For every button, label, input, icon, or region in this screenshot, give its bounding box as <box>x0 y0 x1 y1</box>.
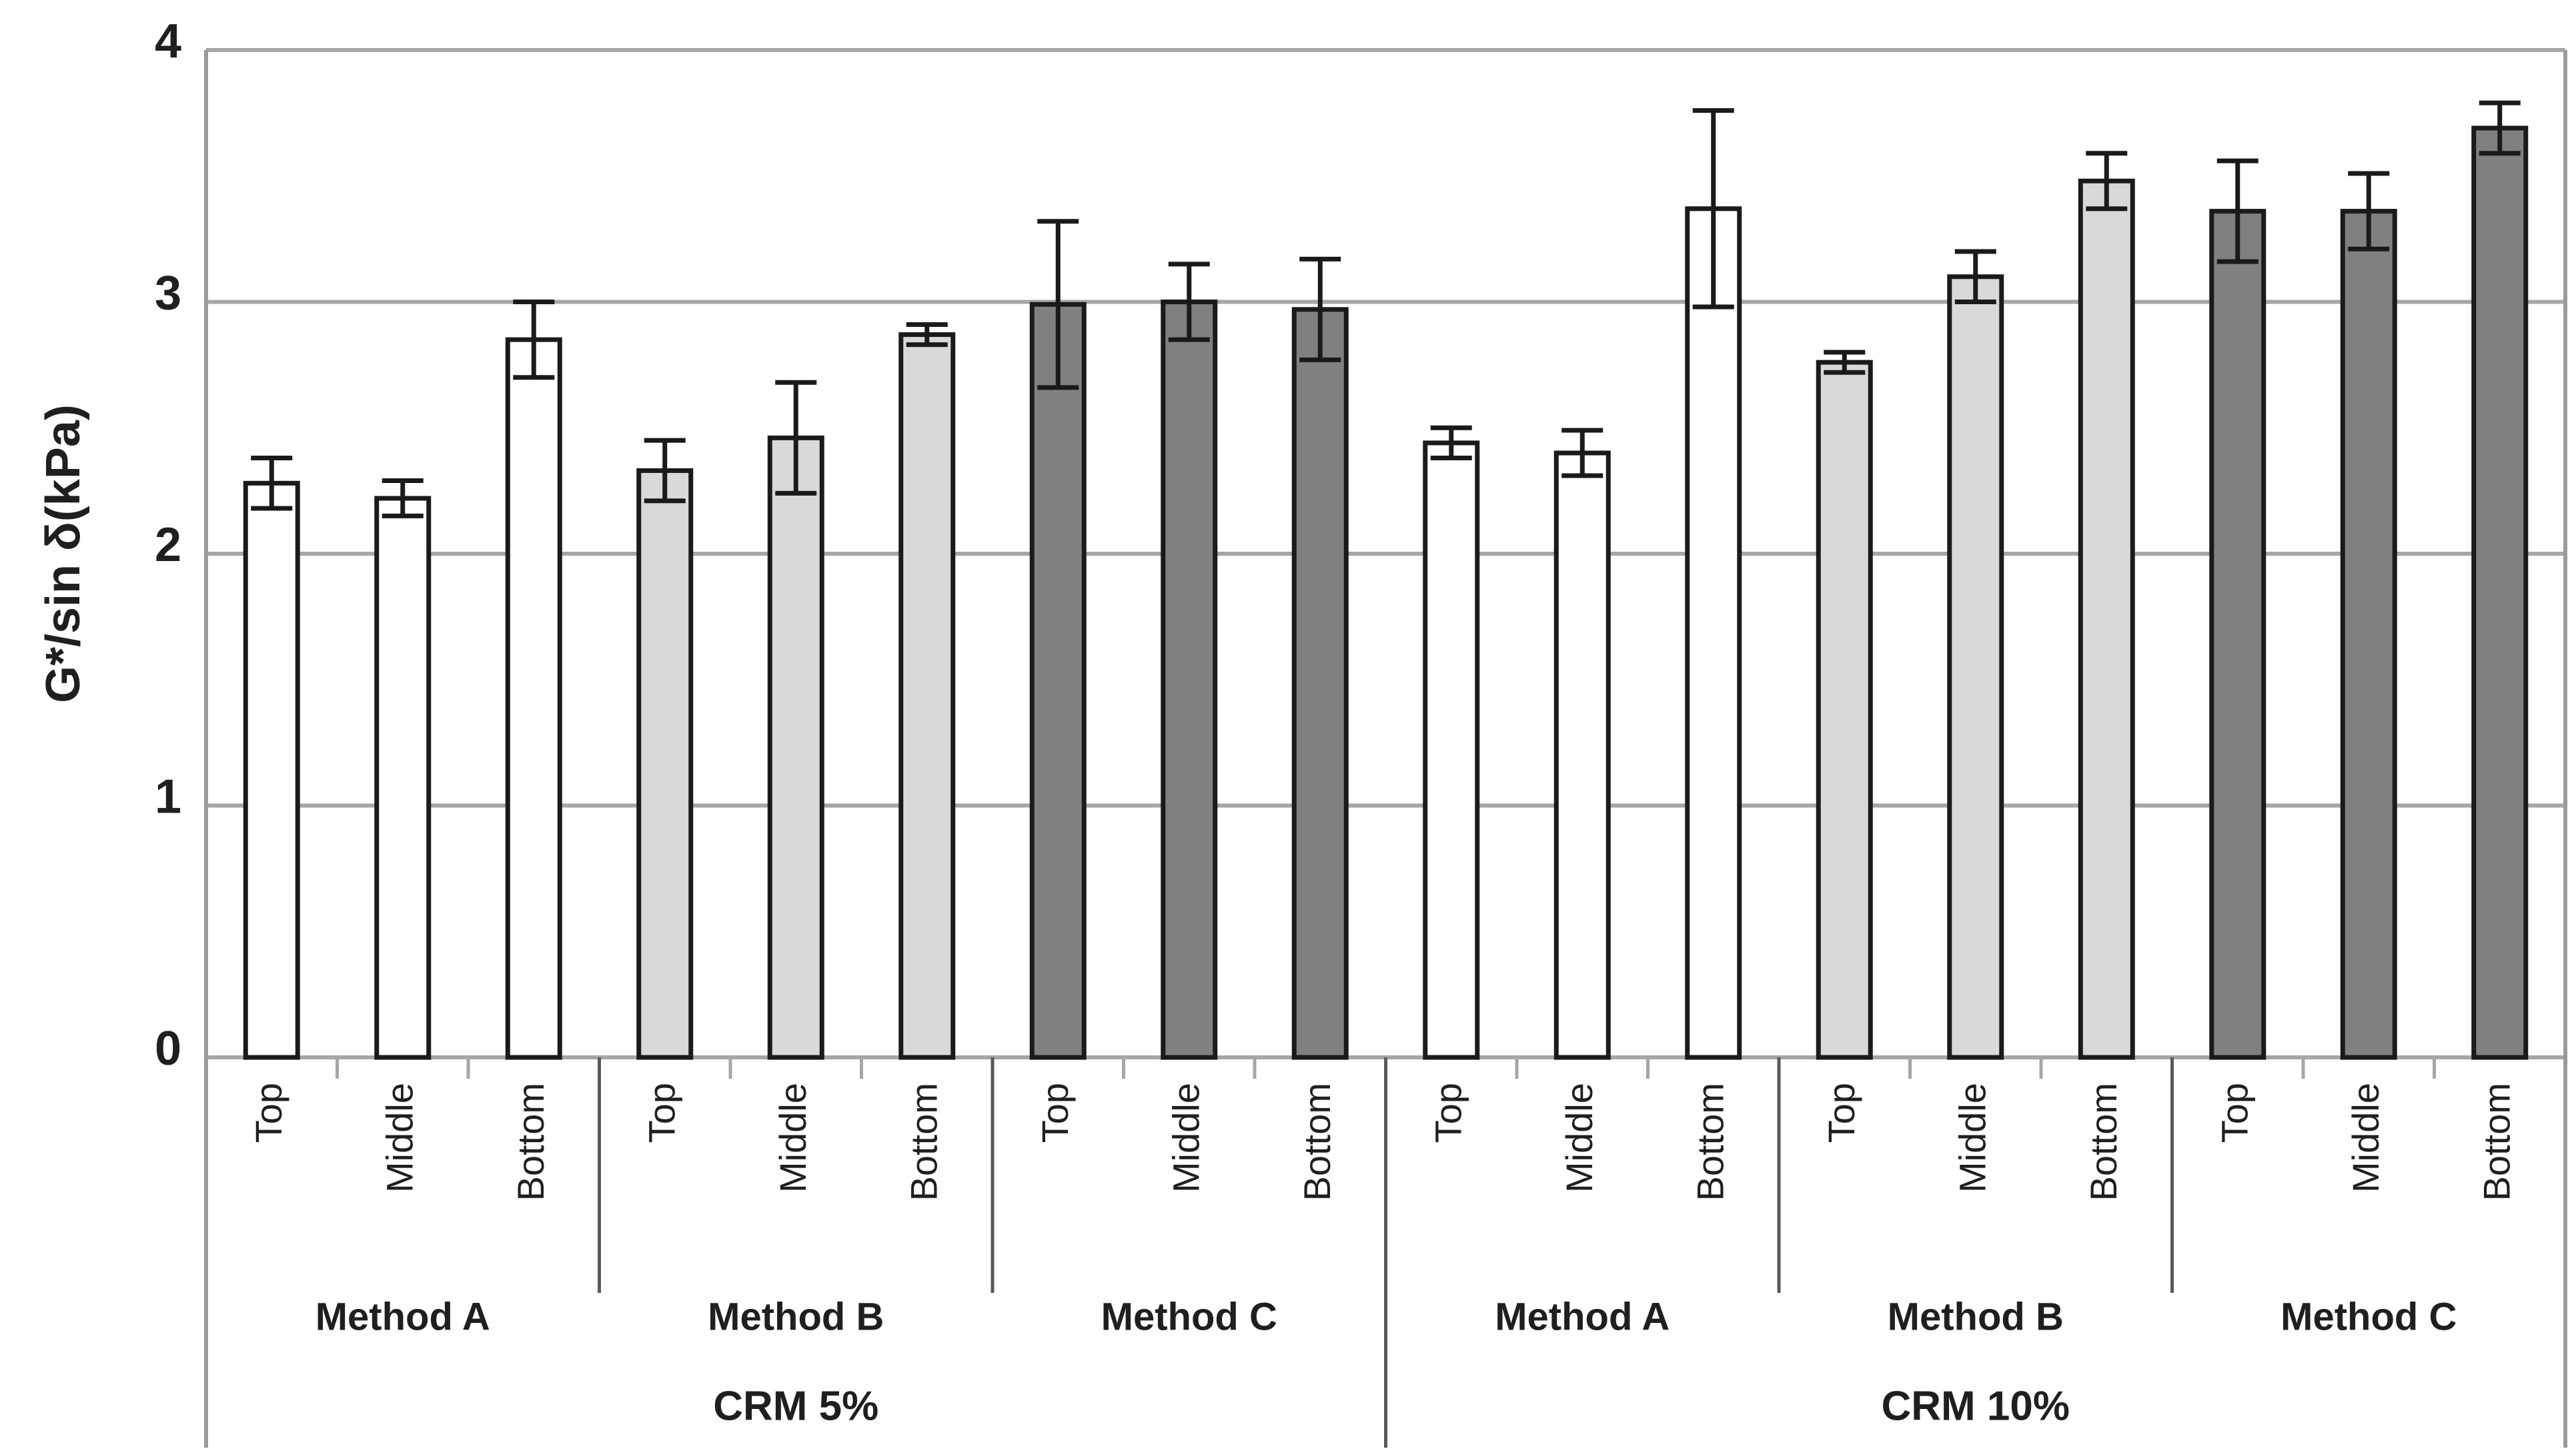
bar-crm-10-method-a-middle <box>1553 450 1611 1060</box>
bar-crm-5-method-c-bottom <box>1291 307 1349 1060</box>
bar-crm-5-method-c-middle <box>1161 300 1218 1060</box>
bar-crm-10-method-b-middle <box>1947 274 2004 1060</box>
method-label-crm-10-method-a: Method A <box>1495 1295 1670 1338</box>
method-label-crm-5-method-a: Method A <box>315 1295 490 1338</box>
method-label-crm-10-method-b: Method B <box>1888 1295 2064 1338</box>
x-label-crm-10-method-b-middle: Middle <box>1952 1083 1994 1193</box>
bar-crm-10-method-b-bottom <box>2078 178 2135 1060</box>
bar-crm-5-method-b-top <box>636 468 694 1060</box>
x-label-crm-10-method-c-top: Top <box>2214 1083 2256 1143</box>
bar-crm-5-method-b-bottom <box>898 332 956 1060</box>
bar-crm-5-method-a-top <box>243 480 300 1060</box>
y-axis-title: G*/sin δ(kPa) <box>37 404 90 703</box>
bar-crm-10-method-a-top <box>1423 440 1480 1060</box>
x-label-crm-5-method-b-middle: Middle <box>772 1083 814 1193</box>
bar-crm-10-method-c-middle <box>2340 209 2397 1060</box>
x-label-crm-10-method-a-middle: Middle <box>1558 1083 1600 1193</box>
bar-crm-5-method-b-middle <box>767 435 824 1060</box>
crm-label-crm-10: CRM 10% <box>1881 1383 2070 1429</box>
x-label-crm-5-method-a-middle: Middle <box>379 1083 421 1193</box>
bar-crm-5-method-c-top <box>1029 302 1087 1060</box>
method-label-crm-10-method-c: Method C <box>2281 1295 2457 1338</box>
x-label-crm-10-method-a-top: Top <box>1427 1083 1469 1143</box>
x-label-crm-10-method-b-bottom: Bottom <box>2082 1083 2124 1201</box>
y-tick-label-3: 3 <box>155 267 181 320</box>
x-label-crm-5-method-b-bottom: Bottom <box>903 1083 945 1201</box>
x-label-crm-10-method-b-top: Top <box>1820 1083 1862 1143</box>
crm-label-crm-5: CRM 5% <box>713 1383 878 1429</box>
y-tick-label-2: 2 <box>155 518 181 572</box>
x-label-crm-10-method-c-bottom: Bottom <box>2476 1083 2518 1201</box>
bar-crm-10-method-c-top <box>2209 209 2267 1060</box>
bar-crm-10-method-b-top <box>1816 360 1873 1060</box>
method-label-crm-5-method-c: Method C <box>1101 1295 1277 1338</box>
x-label-crm-5-method-c-middle: Middle <box>1165 1083 1207 1193</box>
x-label-crm-5-method-a-top: Top <box>247 1083 289 1143</box>
method-label-crm-5-method-b: Method B <box>708 1295 884 1338</box>
x-label-crm-5-method-b-top: Top <box>641 1083 683 1143</box>
x-label-crm-10-method-c-middle: Middle <box>2345 1083 2387 1193</box>
bar-crm-5-method-a-middle <box>374 496 432 1060</box>
bar-crm-5-method-a-bottom <box>505 337 562 1060</box>
x-label-crm-5-method-c-bottom: Bottom <box>1296 1083 1338 1201</box>
y-tick-label-0: 0 <box>155 1022 181 1075</box>
x-label-crm-10-method-a-bottom: Bottom <box>1690 1083 1732 1201</box>
bar-crm-10-method-a-bottom <box>1685 206 1742 1060</box>
y-tick-label-1: 1 <box>155 771 181 824</box>
x-label-crm-5-method-a-bottom: Bottom <box>510 1083 552 1201</box>
bar-crm-10-method-c-bottom <box>2471 125 2529 1060</box>
y-tick-label-4: 4 <box>155 15 181 68</box>
x-label-crm-5-method-c-top: Top <box>1034 1083 1076 1143</box>
